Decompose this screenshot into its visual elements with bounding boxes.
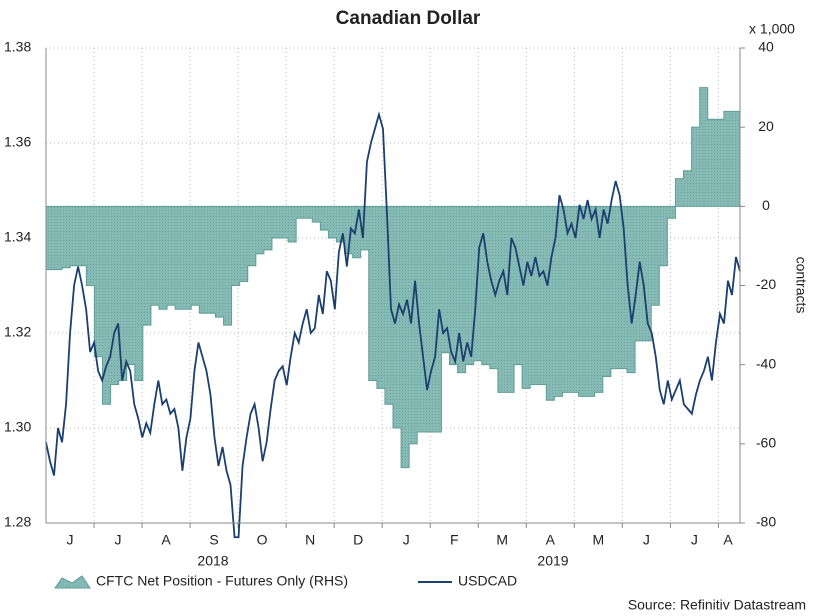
x-tick-label: J	[115, 532, 122, 548]
x-tick-label: J	[691, 532, 698, 548]
x-tick-label: M	[592, 532, 604, 548]
chart-title: Canadian Dollar	[336, 8, 481, 29]
y2-unit-label: x 1,000	[749, 21, 795, 37]
x-tick-label: J	[403, 532, 410, 548]
legend-area-icon	[54, 575, 91, 589]
x-tick-label: M	[496, 532, 508, 548]
y2-tick-label: 40	[758, 39, 774, 55]
x-tick-label: D	[353, 532, 363, 548]
y2-tick-label: -80	[756, 514, 776, 530]
x-tick-label: A	[161, 532, 171, 548]
x-group-label: 2018	[197, 553, 228, 569]
x-tick-label: N	[305, 532, 315, 548]
y-tick-label: 1.32	[4, 324, 31, 340]
legend-label: USDCAD	[458, 573, 517, 589]
x-tick-label: J	[643, 532, 650, 548]
x-tick-label: F	[450, 532, 459, 548]
x-tick-label: O	[257, 532, 268, 548]
y2-tick-label: -20	[756, 276, 776, 292]
y2-axis-label: contracts	[793, 257, 809, 314]
y-tick-label: 1.34	[4, 229, 31, 245]
x-tick-label: S	[209, 532, 218, 548]
y2-tick-label: -40	[756, 355, 776, 371]
y-tick-label: 1.36	[4, 134, 31, 150]
x-tick-label: A	[723, 532, 733, 548]
x-group-label: 2019	[537, 553, 568, 569]
y-tick-label: 1.28	[4, 514, 31, 530]
y-tick-label: 1.38	[4, 39, 31, 55]
legend-label: CFTC Net Position - Futures Only (RHS)	[96, 573, 348, 589]
source: Source: Refinitiv Datastream	[628, 597, 806, 613]
line	[45, 111, 741, 539]
area	[45, 87, 741, 469]
y2-tick-label: -60	[756, 435, 776, 451]
y2-tick-label: 0	[762, 197, 770, 213]
x-tick-label: J	[67, 532, 74, 548]
y-tick-label: 1.30	[4, 419, 31, 435]
y2-tick-label: 20	[758, 118, 774, 134]
x-tick-label: A	[546, 532, 556, 548]
